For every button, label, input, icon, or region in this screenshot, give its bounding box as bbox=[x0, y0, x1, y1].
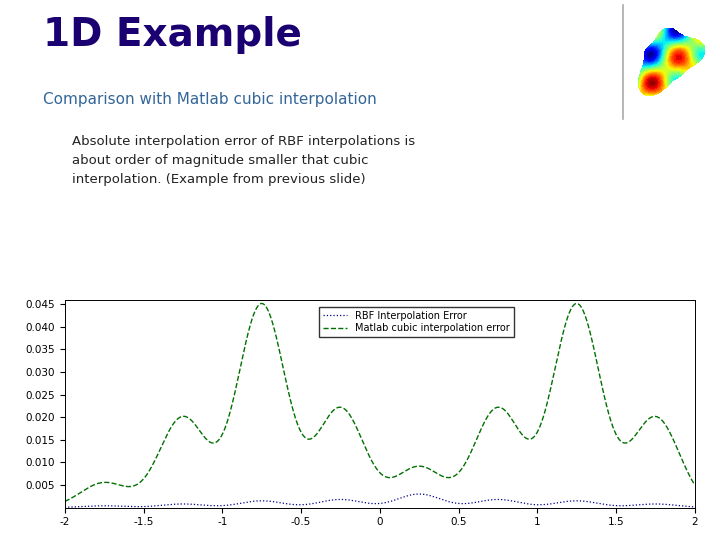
Matlab cubic interpolation error bbox=[302, 435, 311, 442]
Matlab cubic interpolation error bbox=[132, 482, 141, 488]
Line: Matlab cubic interpolation error: Matlab cubic interpolation error bbox=[65, 303, 695, 502]
RBF Interpolation Error bbox=[170, 501, 179, 508]
RBF Interpolation Error bbox=[690, 504, 699, 510]
Legend: RBF Interpolation Error, Matlab cubic interpolation error: RBF Interpolation Error, Matlab cubic in… bbox=[319, 307, 513, 338]
Text: 1D Example: 1D Example bbox=[43, 16, 302, 54]
Text: Absolute interpolation error of RBF interpolations is
about order of magnitude s: Absolute interpolation error of RBF inte… bbox=[72, 135, 415, 186]
Matlab cubic interpolation error bbox=[170, 420, 179, 426]
RBF Interpolation Error bbox=[415, 491, 423, 497]
RBF Interpolation Error bbox=[678, 503, 687, 509]
RBF Interpolation Error bbox=[329, 497, 338, 503]
Matlab cubic interpolation error bbox=[690, 482, 699, 488]
Text: Comparison with Matlab cubic interpolation: Comparison with Matlab cubic interpolati… bbox=[43, 92, 377, 107]
Line: RBF Interpolation Error: RBF Interpolation Error bbox=[65, 494, 695, 507]
Matlab cubic interpolation error bbox=[257, 300, 266, 307]
Matlab cubic interpolation error bbox=[60, 498, 69, 505]
RBF Interpolation Error bbox=[132, 503, 141, 510]
RBF Interpolation Error bbox=[60, 504, 69, 510]
RBF Interpolation Error bbox=[611, 502, 619, 509]
Matlab cubic interpolation error bbox=[330, 407, 338, 413]
Matlab cubic interpolation error bbox=[678, 458, 687, 464]
RBF Interpolation Error bbox=[302, 501, 311, 508]
Matlab cubic interpolation error bbox=[611, 428, 619, 435]
